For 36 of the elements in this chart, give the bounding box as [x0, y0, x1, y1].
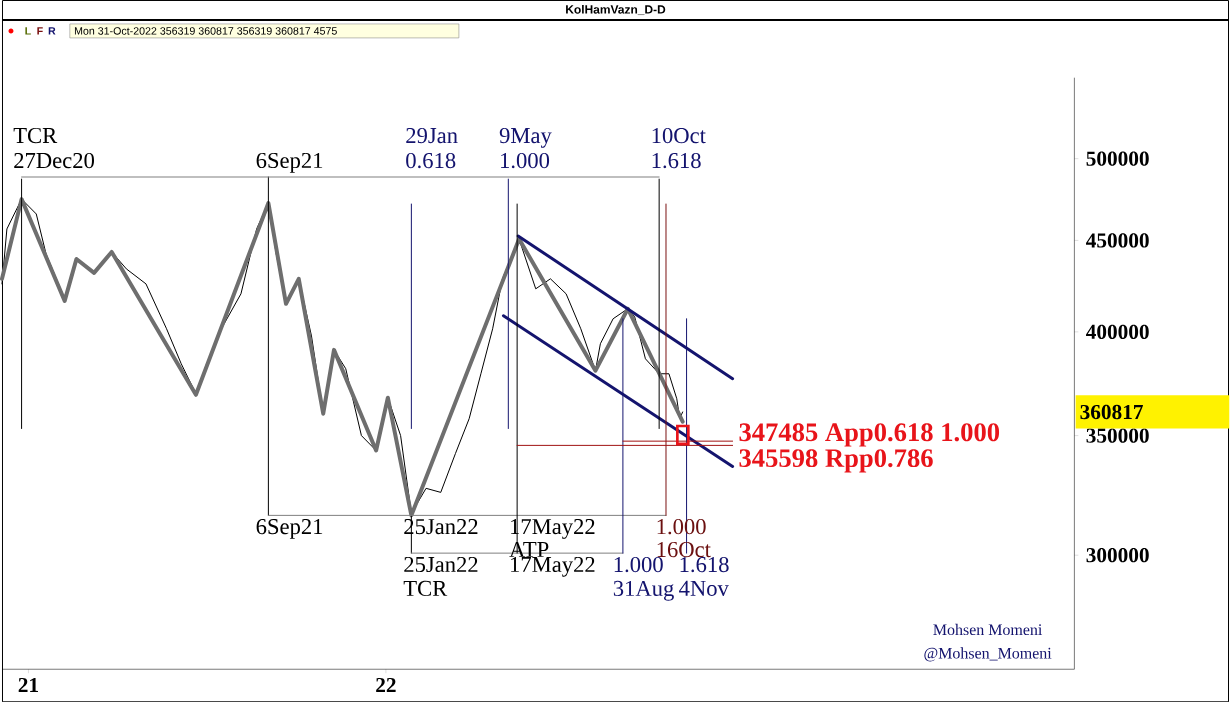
annotation: 345598 Rpp0.786: [739, 449, 933, 473]
annotation: 1.000: [614, 556, 663, 573]
annotation: 347485 App0.618 1.000: [739, 423, 1000, 447]
annotation: 31Aug: [613, 580, 674, 601]
chart-title: KolHamVazn_D-D: [566, 4, 666, 15]
text: 360817: [1080, 404, 1143, 420]
annotation: 6Sep21: [256, 518, 323, 539]
annotation: 17May22: [511, 556, 595, 577]
annotation: 4Nov: [679, 580, 729, 596]
annotation: 1.618: [652, 152, 701, 169]
x-tick-label: 22: [376, 677, 396, 692]
y-tick-label: 450000: [1086, 233, 1149, 248]
annotation: Mohsen Momeni: [933, 623, 1043, 635]
annotation: @Mohsen_Momeni: [924, 647, 1052, 662]
x-tick-label: 21: [18, 677, 38, 692]
y-tick-label: 350000: [1086, 428, 1149, 443]
annotation: TCR: [13, 127, 58, 144]
annotation: 0.618: [406, 152, 456, 169]
text: R: [48, 27, 56, 35]
text: Mon 31-Oct-2022 356319 360817 356319 360817 4575: [74, 27, 337, 35]
text: L: [25, 27, 31, 35]
text: F: [37, 27, 43, 35]
annotation: 25Jan22: [404, 556, 478, 572]
annotation: 29Jan: [406, 127, 458, 144]
annotation: 10Oct: [652, 127, 706, 144]
annotation: ATP: [509, 541, 549, 557]
y-tick-label: 300000: [1086, 547, 1149, 563]
annotation: 27Dec20: [14, 152, 95, 169]
y-tick-label: 500000: [1086, 151, 1149, 166]
y-tick-label: 400000: [1086, 324, 1149, 339]
annotation: 16Oct: [657, 541, 711, 557]
annotation: 6Sep21: [256, 152, 323, 173]
annotation: TCR: [403, 580, 448, 596]
annotation: 1.618: [680, 556, 729, 573]
annotation: 1.000: [501, 152, 550, 169]
annotation: 9May: [499, 127, 552, 148]
